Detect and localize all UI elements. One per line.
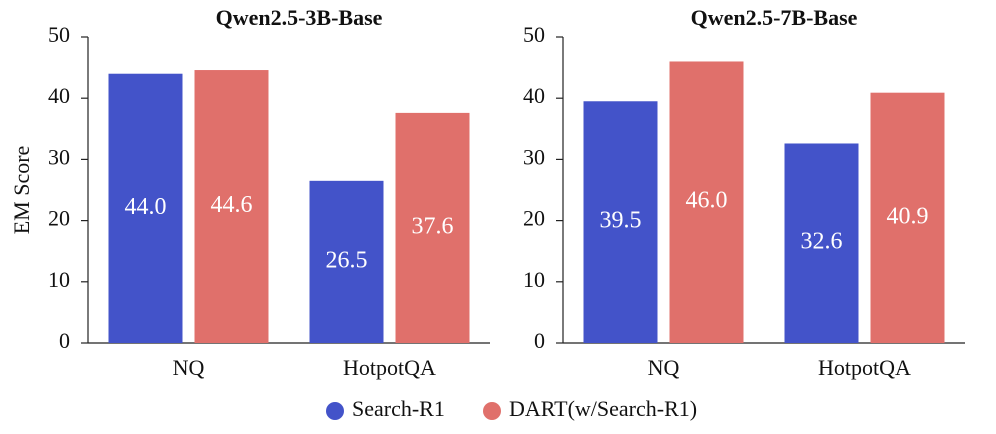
bar: [784, 143, 859, 343]
legend-marker: [483, 402, 501, 420]
chart-title: Qwen2.5-7B-Base: [691, 5, 858, 30]
value-label: 37.6: [412, 213, 454, 239]
bar: [309, 180, 384, 343]
y-tick-label: 0: [59, 328, 70, 353]
y-tick-label: 50: [48, 22, 70, 47]
y-tick-label: 40: [523, 83, 545, 108]
legend-label: DART(w/Search-R1): [509, 396, 697, 421]
y-tick-label: 20: [48, 206, 70, 231]
value-label: 46.0: [686, 188, 728, 214]
x-tick-label: HotpotQA: [343, 355, 436, 380]
y-tick-label: 30: [523, 144, 545, 169]
y-tick-label: 30: [48, 144, 70, 169]
bar: [108, 73, 183, 343]
y-tick-label: 50: [523, 22, 545, 47]
x-tick-label: NQ: [173, 355, 205, 380]
value-label: 40.9: [887, 203, 929, 229]
x-tick-label: NQ: [648, 355, 680, 380]
y-axis-label: EM Score: [9, 146, 34, 235]
chart-title: Qwen2.5-3B-Base: [216, 5, 383, 30]
bar: [583, 101, 658, 343]
legend-marker: [326, 402, 344, 420]
value-label: 32.6: [801, 229, 843, 255]
bar: [194, 70, 269, 343]
value-label: 39.5: [600, 208, 642, 234]
y-tick-label: 10: [523, 267, 545, 292]
x-tick-label: HotpotQA: [818, 355, 911, 380]
bar: [669, 61, 744, 343]
value-label: 44.6: [211, 192, 253, 218]
legend-label: Search-R1: [352, 396, 445, 421]
bar: [870, 92, 945, 343]
y-tick-label: 20: [523, 206, 545, 231]
bar: [395, 112, 470, 343]
y-tick-label: 10: [48, 267, 70, 292]
y-tick-label: 40: [48, 83, 70, 108]
y-tick-label: 0: [534, 328, 545, 353]
value-label: 44.0: [125, 194, 167, 220]
value-label: 26.5: [326, 247, 368, 273]
